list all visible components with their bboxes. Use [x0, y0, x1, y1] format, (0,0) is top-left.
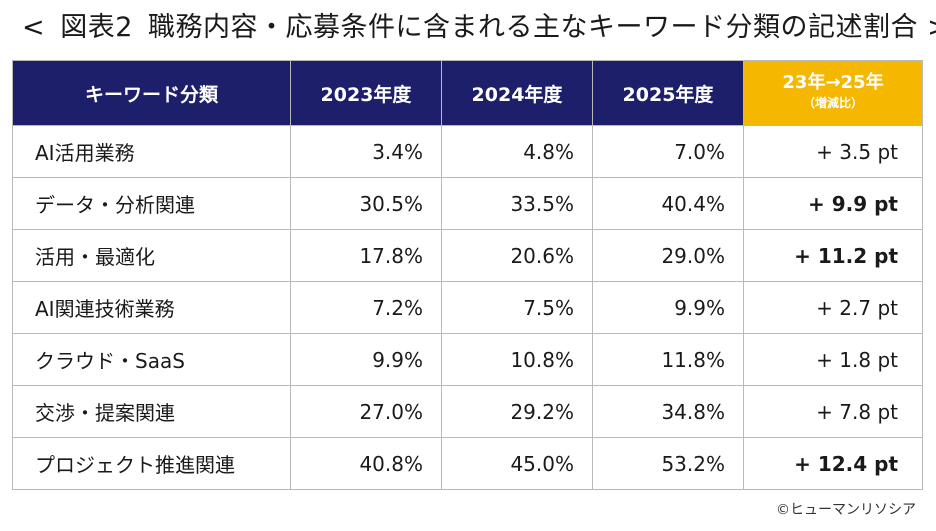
header-category: キーワード分類 [12, 60, 291, 126]
cell-2024: 10.8% [441, 333, 593, 386]
cell-2025: 7.0% [592, 125, 744, 178]
cell-change: + 12.4 pt [743, 437, 923, 490]
table-body: AI活用業務 3.4% 4.8% 7.0% + 3.5 pt データ・分析関連 30.5% 3… [12, 125, 923, 490]
cell-change: + 3.5 pt [743, 125, 923, 178]
table-row: 活用・最適化 17.8% 20.6% 29.0% + 11.2 pt [12, 229, 923, 282]
cell-change: + 2.7 pt [743, 281, 923, 334]
cell-change: + 1.8 pt [743, 333, 923, 386]
cell-category: データ・分析関連 [12, 177, 291, 230]
cell-2024: 33.5% [441, 177, 593, 230]
cell-2023: 17.8% [290, 229, 442, 282]
cell-2023: 40.8% [290, 437, 442, 490]
header-2023: 2023年度 [290, 60, 442, 126]
header-change-label: 23年→25年 [782, 72, 884, 93]
table-row: 交渉・提案関連 27.0% 29.2% 34.8% + 7.8 pt [12, 385, 923, 438]
header-change-sublabel: （増減比） [802, 96, 863, 110]
cell-2023: 9.9% [290, 333, 442, 386]
cell-2025: 40.4% [592, 177, 744, 230]
table-header-row: キーワード分類 2023年度 2024年度 2025年度 23年→25年 （増減… [12, 60, 923, 126]
title-bracket-open: < [22, 12, 46, 43]
cell-2023: 3.4% [290, 125, 442, 178]
title-figure-number: 図表2 [60, 12, 133, 43]
cell-2024: 45.0% [441, 437, 593, 490]
cell-2024: 4.8% [441, 125, 593, 178]
cell-category: プロジェクト推進関連 [12, 437, 291, 490]
table-row: データ・分析関連 30.5% 33.5% 40.4% + 9.9 pt [12, 177, 923, 230]
cell-2024: 20.6% [441, 229, 593, 282]
cell-2025: 53.2% [592, 437, 744, 490]
cell-category: クラウド・SaaS [12, 333, 291, 386]
keyword-ratio-table: キーワード分類 2023年度 2024年度 2025年度 23年→25年 （増減… [12, 60, 923, 490]
cell-2024: 7.5% [441, 281, 593, 334]
table-row: プロジェクト推進関連 40.8% 45.0% 53.2% + 12.4 pt [12, 437, 923, 490]
header-2024: 2024年度 [441, 60, 593, 126]
header-2025: 2025年度 [592, 60, 744, 126]
copyright-credit: ©ヒューマンリソシア [776, 502, 916, 518]
cell-2023: 27.0% [290, 385, 442, 438]
cell-category: AI活用業務 [12, 125, 291, 178]
table-row: AI関連技術業務 7.2% 7.5% 9.9% + 2.7 pt [12, 281, 923, 334]
table-row: クラウド・SaaS 9.9% 10.8% 11.8% + 1.8 pt [12, 333, 923, 386]
cell-2025: 29.0% [592, 229, 744, 282]
cell-category: 活用・最適化 [12, 229, 291, 282]
cell-change: + 11.2 pt [743, 229, 923, 282]
cell-change: + 9.9 pt [743, 177, 923, 230]
cell-2025: 11.8% [592, 333, 744, 386]
title-bracket-close: > [927, 12, 936, 43]
cell-2025: 34.8% [592, 385, 744, 438]
header-change: 23年→25年 （増減比） [743, 60, 923, 126]
cell-2023: 30.5% [290, 177, 442, 230]
cell-2024: 29.2% [441, 385, 593, 438]
table-row: AI活用業務 3.4% 4.8% 7.0% + 3.5 pt [12, 125, 923, 178]
cell-change: + 7.8 pt [743, 385, 923, 438]
figure-title: < 図表2 職務内容・応募条件に含まれる主なキーワード分類の記述割合 > [22, 6, 936, 50]
title-text: 職務内容・応募条件に含まれる主なキーワード分類の記述割合 [148, 12, 918, 43]
cell-2023: 7.2% [290, 281, 442, 334]
cell-2025: 9.9% [592, 281, 744, 334]
cell-category: 交渉・提案関連 [12, 385, 291, 438]
cell-category: AI関連技術業務 [12, 281, 291, 334]
